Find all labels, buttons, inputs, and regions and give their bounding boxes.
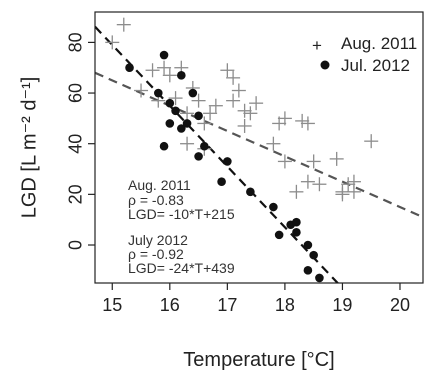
data-point-aug-2011: [157, 60, 172, 75]
annotation-aug-2011: Aug. 2011 ρ = -0.83 LGD= -10*T+215: [128, 177, 235, 222]
data-point-aug-2011: [295, 113, 310, 128]
data-point-jul-2012: [188, 88, 198, 98]
data-point-aug-2011: [191, 93, 206, 108]
data-point-jul-2012: [292, 217, 301, 227]
data-point-jul-2012: [246, 187, 255, 197]
legend: + Aug. 2011 Jul. 2012: [312, 34, 417, 75]
y-axis-title: LGD [L m⁻² d⁻¹]: [18, 77, 40, 219]
data-point-aug-2011: [237, 103, 252, 118]
data-point-aug-2011: [300, 174, 315, 189]
annotation-jul-2012-equation: LGD= -24*T+439: [128, 260, 235, 276]
data-point-aug-2011: [145, 63, 160, 78]
data-point-jul-2012: [153, 88, 163, 98]
x-tick-label: 15: [102, 295, 122, 315]
data-point-jul-2012: [182, 119, 192, 128]
data-point-aug-2011: [341, 177, 356, 192]
data-point-jul-2012: [274, 230, 284, 240]
y-tick-label: 0: [66, 240, 86, 250]
data-point-jul-2012: [303, 240, 313, 250]
data-point-aug-2011: [266, 136, 281, 151]
data-point-aug-2011: [243, 106, 258, 121]
y-axis: 0 20 40 60 80: [66, 32, 95, 250]
x-tick-label: 16: [160, 295, 180, 315]
y-tick-label: 80: [66, 32, 86, 52]
data-point-aug-2011: [203, 106, 218, 121]
data-point-aug-2011: [329, 151, 344, 166]
data-point-jul-2012: [165, 98, 175, 108]
data-point-aug-2011: [105, 35, 120, 50]
data-point-jul-2012: [303, 266, 313, 275]
data-point-jul-2012: [200, 141, 209, 151]
data-point-jul-2012: [194, 152, 203, 161]
data-point-aug-2011: [249, 96, 264, 111]
data-point-aug-2011: [300, 116, 315, 131]
data-point-jul-2012: [217, 177, 226, 186]
data-point-aug-2011: [208, 98, 223, 113]
x-tick-label: 20: [390, 295, 410, 315]
annotation-aug-2011-title: Aug. 2011: [128, 177, 191, 193]
data-point-aug-2011: [180, 136, 195, 151]
x-axis-title: Temperature [°C]: [183, 349, 334, 371]
data-point-jul-2012: [125, 63, 134, 73]
data-point-jul-2012: [159, 141, 169, 151]
data-point-aug-2011: [364, 134, 379, 149]
annotation-jul-2012-rho: ρ = -0.92: [128, 246, 184, 262]
data-point-aug-2011: [180, 106, 195, 121]
data-point-jul-2012: [159, 50, 169, 60]
plot-area: [95, 17, 423, 283]
data-point-jul-2012: [177, 124, 186, 133]
data-point-aug-2011: [168, 91, 183, 106]
data-point-jul-2012: [165, 119, 175, 128]
y-tick-label: 60: [66, 83, 86, 103]
x-axis: 15 16 17 18 19 20: [102, 283, 410, 315]
data-point-aug-2011: [226, 93, 241, 108]
data-point-aug-2011: [226, 70, 241, 85]
data-point-aug-2011: [335, 187, 350, 202]
annotation-jul-2012: July 2012 ρ = -0.92 LGD= -24*T+439: [128, 232, 235, 276]
data-point-aug-2011: [289, 184, 304, 199]
data-point-aug-2011: [306, 154, 321, 169]
data-point-aug-2011: [116, 17, 131, 32]
data-point-jul-2012: [223, 157, 232, 166]
annotation-aug-2011-equation: LGD= -10*T+215: [128, 206, 235, 222]
annotation-aug-2011-rho: ρ = -0.83: [128, 192, 184, 208]
data-point-aug-2011: [231, 83, 246, 98]
data-point-aug-2011: [346, 184, 361, 199]
data-point-jul-2012: [171, 106, 180, 116]
data-point-jul-2012: [177, 71, 186, 80]
data-point-aug-2011: [312, 177, 327, 192]
legend-label-aug-2011: Aug. 2011: [341, 34, 417, 53]
data-point-jul-2012: [269, 202, 278, 212]
data-point-jul-2012: [309, 250, 318, 260]
legend-label-jul-2012: Jul. 2012: [341, 56, 410, 75]
data-point-jul-2012: [292, 228, 301, 237]
y-tick-label: 20: [66, 184, 86, 204]
data-point-aug-2011: [197, 116, 212, 131]
data-point-aug-2011: [220, 63, 235, 78]
fit-line-jul-2012: [95, 25, 340, 283]
data-point-aug-2011: [277, 154, 292, 169]
y-tick-label: 40: [66, 134, 86, 154]
legend-marker-aug-2011: +: [312, 36, 322, 55]
x-tick-label: 18: [275, 295, 295, 315]
x-tick-label: 17: [217, 295, 237, 315]
data-point-jul-2012: [194, 111, 203, 121]
data-point-aug-2011: [134, 83, 149, 98]
annotation-jul-2012-title: July 2012: [128, 232, 188, 248]
plot-frame: [94, 11, 424, 284]
data-point-aug-2011: [237, 118, 252, 133]
legend-marker-jul-2012: [320, 60, 330, 70]
data-point-aug-2011: [162, 68, 177, 83]
data-point-jul-2012: [315, 273, 324, 283]
x-tick-label: 19: [332, 295, 352, 315]
data-point-aug-2011: [277, 111, 292, 126]
